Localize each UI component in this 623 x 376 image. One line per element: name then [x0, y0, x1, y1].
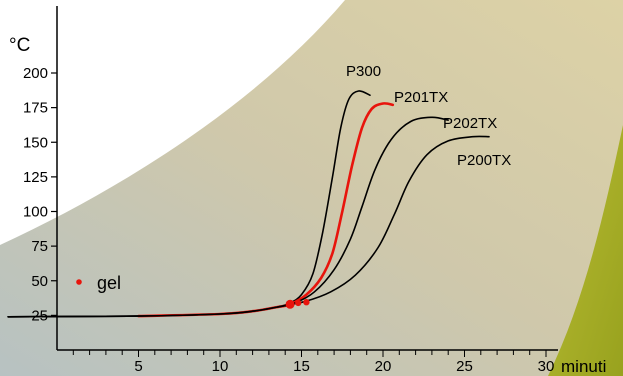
y-tick-label: 125 [23, 169, 48, 186]
labels-layer: P300 P201TX P202TX P200TX gel [76, 63, 511, 293]
y-tick-label: 150 [23, 134, 48, 151]
y-tick-label: 200 [23, 65, 48, 82]
x-tick-label: 15 [293, 358, 310, 375]
gel-point [285, 299, 295, 309]
legend-gel-label: gel [97, 273, 121, 293]
series-label-p200tx: P200TX [457, 152, 511, 169]
series-layer [7, 90, 490, 318]
series-label-p300: P300 [346, 63, 381, 80]
background-accent [548, 125, 623, 376]
x-axis-label: minuti [561, 357, 606, 376]
x-tick-label: 5 [134, 358, 142, 375]
y-tick-label: 175 [23, 100, 48, 117]
gel-point [295, 299, 302, 307]
y-tick-label: 50 [31, 273, 48, 290]
y-tick-label: 75 [31, 238, 48, 255]
x-tick-label: 10 [212, 358, 229, 375]
series-label-p202tx: P202TX [443, 115, 497, 132]
x-tick-label: 30 [538, 358, 555, 375]
x-tick-label: 20 [375, 358, 392, 375]
series-label-p201tx: P201TX [394, 89, 448, 106]
y-tick-label: 100 [23, 204, 48, 221]
x-tick-label: 25 [456, 358, 473, 375]
series-line-p200tx [7, 135, 490, 318]
gel-point [303, 299, 310, 306]
legend-gel-marker [76, 279, 82, 285]
y-axis-label: °C [9, 35, 30, 56]
